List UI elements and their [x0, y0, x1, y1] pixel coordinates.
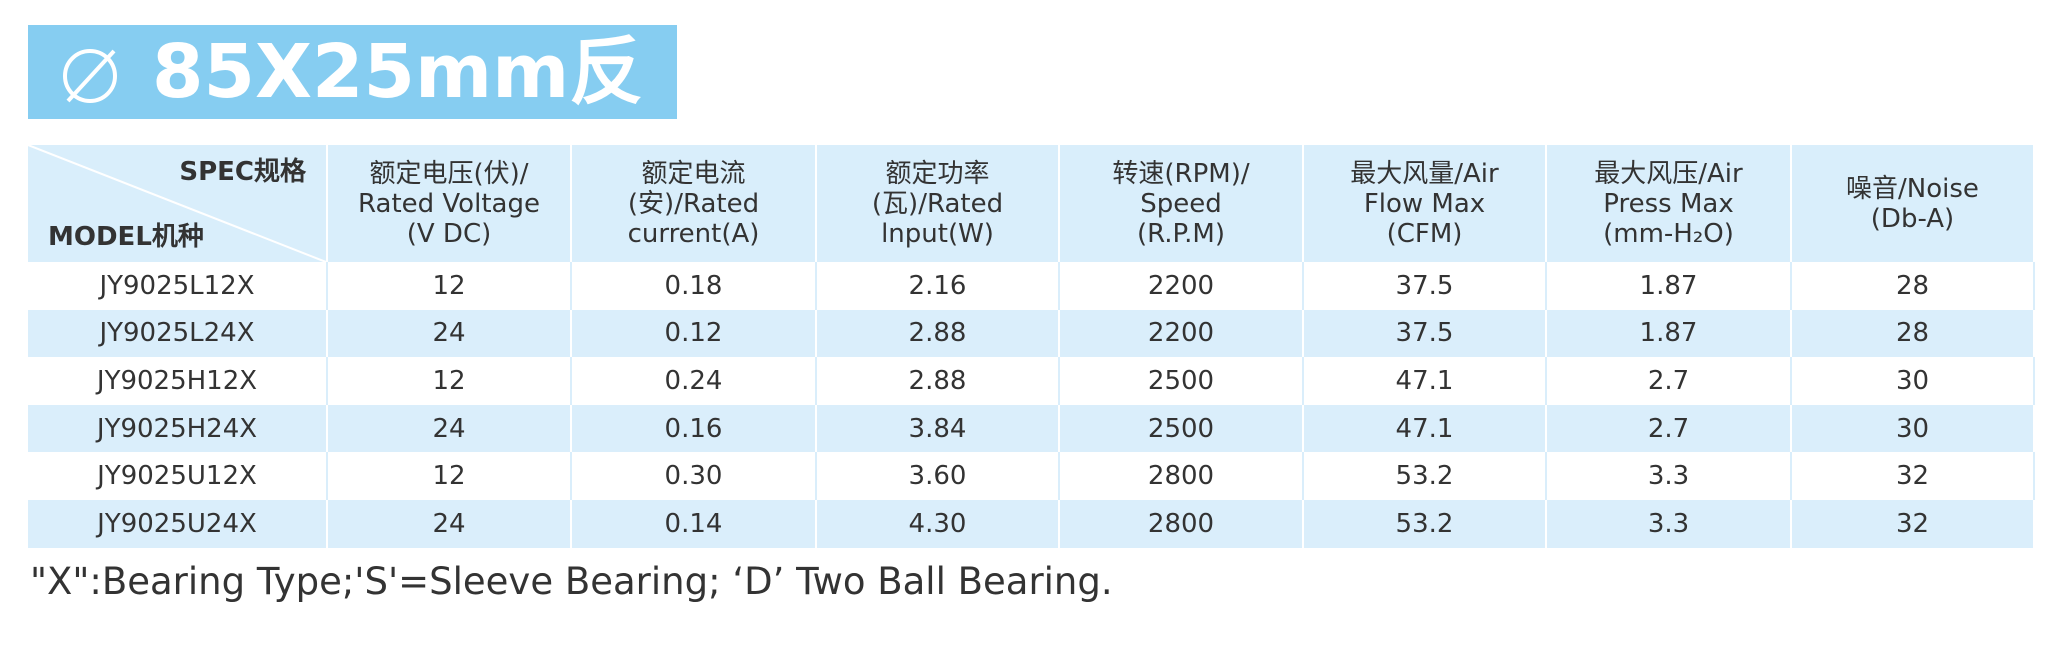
header-line: current(A) [627, 218, 760, 249]
table-cell: JY9025H12X [28, 357, 328, 405]
table-cell: 2.88 [817, 309, 1060, 358]
table-cell: 32 [1792, 452, 2035, 500]
table-cell: 47.1 [1304, 357, 1547, 405]
table-cell: JY9025L12X [28, 262, 328, 310]
title-banner: 85X25mm反 [28, 25, 677, 119]
table-cell: 32 [1792, 500, 2035, 548]
header-cell: 额定功率 (瓦)/Rated lnput(W) [817, 145, 1060, 262]
table-cell: 2200 [1060, 309, 1304, 358]
table-cell: 2.7 [1547, 357, 1792, 405]
header-cell: 最大风压/Air Press Max (mm-H₂O) [1547, 145, 1792, 262]
table-cell: 3.84 [817, 404, 1060, 453]
header-line: (R.P.M) [1136, 218, 1226, 249]
table-cell: JY9025L24X [28, 309, 328, 358]
header-cell: 转速(RPM)/Speed (R.P.M) [1060, 145, 1304, 262]
header-line: (CFM) [1386, 218, 1463, 249]
table-cell: 12 [328, 262, 572, 310]
table-cell: 4.30 [817, 500, 1060, 548]
header-line: 额定功率 [885, 158, 990, 189]
table-cell: 24 [328, 309, 572, 358]
header-line: 额定电压(伏)/ [369, 158, 529, 189]
table-cell: 1.87 [1547, 262, 1792, 310]
header-line: 转速(RPM)/ [1112, 158, 1250, 189]
table-cell: 53.2 [1304, 500, 1547, 548]
table-cell: 0.16 [572, 404, 817, 453]
header-line: 最大风量/Air [1350, 158, 1499, 189]
table-cell: 2.16 [817, 262, 1060, 310]
header-line: Speed [1140, 188, 1222, 219]
table-cell: 3.3 [1547, 452, 1792, 500]
table-cell: 2.7 [1547, 404, 1792, 453]
table-cell: JY9025U24X [28, 500, 328, 548]
table-cell: 53.2 [1304, 452, 1547, 500]
header-line: (安)/Rated [627, 188, 760, 219]
table-cell: 24 [328, 404, 572, 453]
table-cell: 2800 [1060, 452, 1304, 500]
header-line: 噪音/Noise [1846, 173, 1979, 204]
header-line: (V DC) [406, 218, 492, 249]
corner-model: MODEL机种 [48, 222, 204, 252]
header-line: 额定电流 [641, 158, 746, 189]
diameter-icon [63, 49, 117, 103]
header-line: Press Max [1603, 188, 1734, 219]
table-cell: 1.87 [1547, 309, 1792, 358]
table-cell: 28 [1792, 309, 2035, 358]
table-cell: JY9025H24X [28, 404, 328, 453]
header-cell: 最大风量/Air Flow Max (CFM) [1304, 145, 1547, 262]
table-cell: 2500 [1060, 404, 1304, 453]
table-cell: 3.60 [817, 452, 1060, 500]
table-cell: 3.3 [1547, 500, 1792, 548]
table-cell: JY9025U12X [28, 452, 328, 500]
header-line: Rated Voltage [358, 188, 540, 219]
table-cell: 0.30 [572, 452, 817, 500]
header-cell: 额定电流 (安)/Rated current(A) [572, 145, 817, 262]
header-line: (mm-H₂O) [1603, 218, 1734, 249]
table-cell: 0.12 [572, 309, 817, 358]
table-cell: 0.14 [572, 500, 817, 548]
header-line: (Db-A) [1870, 203, 1955, 234]
diagonal [28, 145, 326, 262]
table-cell: 12 [328, 452, 572, 500]
table-cell: 2200 [1060, 262, 1304, 310]
table-cell: 30 [1792, 404, 2035, 453]
header-line: (瓦)/Rated [871, 188, 1004, 219]
table-cell: 12 [328, 357, 572, 405]
table-cell: 30 [1792, 357, 2035, 405]
corner-spec: SPEC规格 [179, 157, 306, 187]
table-cell: 47.1 [1304, 404, 1547, 453]
table-cell: 2800 [1060, 500, 1304, 548]
table-cell: 28 [1792, 262, 2035, 310]
footnote: "X":Bearing Type;'S'=Sleeve Bearing; ‘D’… [30, 560, 1113, 603]
header-line: lnput(W) [881, 218, 994, 249]
header-cell: 额定电压(伏)/Rated Voltage (V DC) [328, 145, 572, 262]
table-cell: 0.24 [572, 357, 817, 405]
table-cell: 37.5 [1304, 262, 1547, 310]
header-line: 最大风压/Air [1594, 158, 1743, 189]
table-cell: 2500 [1060, 357, 1304, 405]
table-cell: 2.88 [817, 357, 1060, 405]
header-cell: 噪音/Noise (Db-A) [1792, 145, 2035, 262]
title: 85X25mm反 [152, 29, 644, 115]
header-line: Flow Max [1363, 188, 1486, 219]
table-cell: 37.5 [1304, 309, 1547, 358]
corner-cell: SPEC规格 MODEL机种 [28, 145, 328, 262]
table-cell: 0.18 [572, 262, 817, 310]
table-cell: 24 [328, 500, 572, 548]
